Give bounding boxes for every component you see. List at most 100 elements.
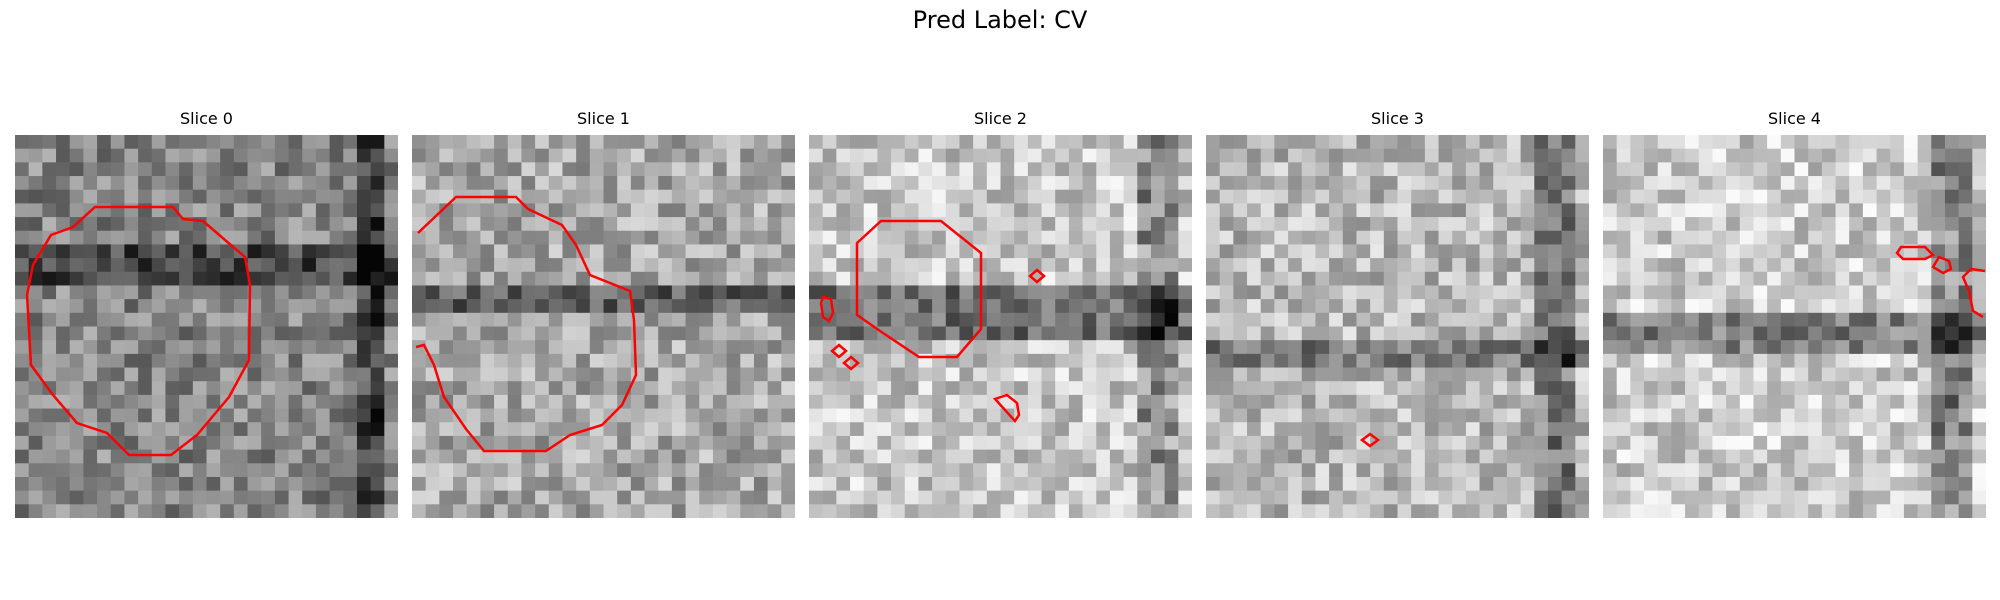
pixel — [1164, 381, 1179, 396]
pixel — [42, 504, 57, 518]
pixel — [1301, 312, 1317, 328]
pixel — [1767, 435, 1782, 451]
pixel — [836, 326, 851, 341]
pixel — [124, 299, 139, 314]
pixel — [1561, 504, 1576, 518]
pixel — [986, 299, 1002, 314]
pixel — [384, 258, 398, 273]
pixel — [630, 394, 646, 410]
pixel — [671, 299, 687, 314]
pixel — [836, 230, 851, 246]
pixel — [863, 340, 878, 355]
pixel — [1876, 504, 1891, 518]
pixel — [1944, 449, 1960, 464]
pixel — [439, 435, 454, 451]
pixel — [1644, 189, 1659, 204]
pixel — [1890, 435, 1905, 451]
pixel — [1356, 258, 1371, 273]
pixel — [535, 504, 550, 518]
pixel — [712, 490, 728, 505]
pixel — [1561, 422, 1576, 437]
pixel — [1329, 381, 1344, 396]
pixel — [753, 394, 769, 410]
pixel — [1438, 367, 1453, 382]
pixel — [1027, 435, 1043, 451]
pixel — [562, 504, 577, 518]
pixel — [1383, 435, 1399, 451]
pixel — [1644, 203, 1659, 218]
pixel — [1219, 422, 1234, 437]
pixel — [1794, 476, 1809, 492]
pixel — [1247, 203, 1262, 218]
pixel — [1096, 367, 1111, 382]
pixel — [1890, 476, 1905, 492]
pixel — [138, 312, 153, 328]
pixel — [1479, 394, 1494, 410]
pixel — [767, 217, 782, 232]
pixel — [685, 326, 700, 341]
pixel — [1109, 449, 1125, 464]
pixel — [42, 203, 57, 218]
pixel — [781, 408, 795, 423]
pixel — [425, 463, 440, 478]
pixel — [1849, 299, 1864, 314]
pixel — [466, 340, 481, 355]
pixel — [1465, 312, 1481, 328]
pixel — [1534, 326, 1549, 341]
pixel — [767, 162, 782, 177]
pixel — [1780, 490, 1796, 505]
pixel — [1397, 367, 1412, 382]
pixel — [1506, 340, 1522, 355]
pixel — [1082, 203, 1097, 218]
pixel — [918, 285, 933, 300]
pixel — [1712, 162, 1727, 177]
pixel — [1000, 449, 1015, 464]
pixel — [877, 408, 892, 423]
pixel — [42, 340, 57, 355]
pixel — [1616, 285, 1631, 300]
pixel — [877, 353, 892, 369]
pixel — [1150, 326, 1166, 341]
pixel — [1657, 394, 1672, 410]
pixel — [521, 135, 536, 150]
pixel — [425, 476, 440, 492]
pixel — [767, 271, 782, 287]
pixel — [1233, 394, 1248, 410]
pixel — [1027, 148, 1043, 163]
pixel — [932, 435, 947, 451]
pixel — [425, 230, 440, 246]
pixel — [192, 148, 208, 163]
pixel — [1274, 476, 1289, 492]
pixel — [548, 299, 564, 314]
pixel — [1123, 258, 1138, 273]
pixel — [124, 148, 139, 163]
pixel — [1534, 285, 1549, 300]
pixel — [1000, 490, 1015, 505]
pixel — [1055, 353, 1070, 369]
pixel — [1726, 353, 1741, 369]
pixel — [576, 367, 591, 382]
pixel — [233, 285, 249, 300]
pixel — [1876, 299, 1891, 314]
pixel — [548, 148, 564, 163]
pixel — [699, 258, 714, 273]
pixel — [1452, 189, 1467, 204]
pixel — [1698, 394, 1714, 410]
pixel — [110, 299, 126, 314]
pixel — [1575, 244, 1589, 259]
pixel — [1630, 312, 1645, 328]
pixel — [1767, 244, 1782, 259]
pixel — [28, 148, 43, 163]
pixel — [1123, 463, 1138, 478]
pixel — [261, 148, 276, 163]
pixel — [1903, 422, 1919, 437]
pixel — [1123, 353, 1138, 369]
pixel — [384, 476, 398, 492]
prediction-contour — [1359, 432, 1381, 448]
pixel — [1794, 189, 1809, 204]
pixel — [1862, 476, 1878, 492]
pixel — [494, 203, 509, 218]
pixel — [1780, 476, 1796, 492]
pixel — [1603, 176, 1618, 191]
pixel — [1164, 367, 1179, 382]
